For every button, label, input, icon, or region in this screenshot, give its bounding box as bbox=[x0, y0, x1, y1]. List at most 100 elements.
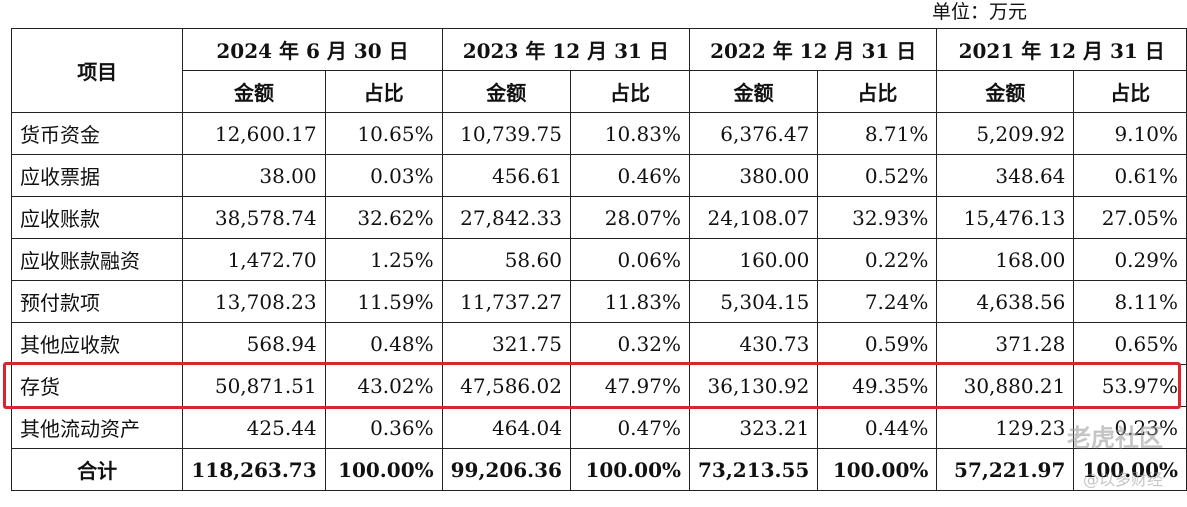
header-period: 2021 年 12 月 31 日 bbox=[936, 28, 1187, 71]
amount-cell: 38.00 bbox=[182, 154, 326, 197]
amount-cell: 348.64 bbox=[936, 154, 1075, 197]
table-row: 其他流动资产 425.44 0.36% 464.04 0.47% 323.21 0.44% 1… bbox=[10, 406, 1187, 449]
ratio-cell: 11.59% bbox=[324, 280, 443, 323]
ratio-cell: 100.00% bbox=[324, 448, 443, 491]
ratio-cell: 10.65% bbox=[324, 112, 443, 155]
amount-cell: 6,376.47 bbox=[688, 112, 819, 155]
header-row-columns: 金额 占比 金额 占比 金额 占比 金额 占比 bbox=[12, 70, 1187, 113]
ratio-cell: 27.05% bbox=[1073, 196, 1187, 239]
header-period: 2024 年 6 月 30 日 bbox=[182, 28, 443, 71]
ratio-cell: 0.36% bbox=[324, 406, 443, 449]
header-period: 2022 年 12 月 31 日 bbox=[688, 28, 938, 71]
amount-cell: 57,221.97 bbox=[936, 448, 1075, 491]
header-amount: 金额 bbox=[441, 70, 571, 113]
header-amount: 金额 bbox=[936, 70, 1075, 113]
table-row: 存货 50,871.51 43.02% 47,586.02 47.97% 36,130.9… bbox=[10, 364, 1187, 407]
amount-cell: 323.21 bbox=[688, 406, 819, 449]
amount-cell: 27,842.33 bbox=[441, 196, 571, 239]
row-label: 存货 bbox=[10, 364, 184, 407]
amount-cell: 1,472.70 bbox=[182, 238, 326, 281]
amount-cell: 160.00 bbox=[688, 238, 819, 281]
ratio-cell: 53.97% bbox=[1073, 364, 1187, 407]
amount-cell: 12,600.17 bbox=[182, 112, 326, 155]
watermark-text: 老虎社区 bbox=[1067, 424, 1163, 452]
current-assets-table: 项目 2024 年 6 月 30 日 2023 年 12 月 31 日 2022… bbox=[10, 28, 1187, 491]
row-label: 应收账款融资 bbox=[10, 238, 184, 281]
ratio-cell: 0.22% bbox=[817, 238, 938, 281]
table-row: 货币资金 12,600.17 10.65% 10,739.75 10.83% 6,376.… bbox=[10, 112, 1187, 155]
table-row: 预付款项 13,708.23 11.59% 11,737.27 11.83% 5,304.… bbox=[10, 280, 1187, 323]
amount-cell: 168.00 bbox=[936, 238, 1075, 281]
ratio-cell: 8.11% bbox=[1073, 280, 1187, 323]
amount-cell: 568.94 bbox=[182, 322, 326, 365]
unit-label: 单位：万元 bbox=[931, 1, 1027, 23]
ratio-cell: 47.97% bbox=[569, 364, 690, 407]
row-label: 其他流动资产 bbox=[10, 406, 184, 449]
amount-cell: 15,476.13 bbox=[936, 196, 1075, 239]
ratio-cell: 0.06% bbox=[569, 238, 690, 281]
row-label: 应收账款 bbox=[10, 196, 184, 239]
header-row-periods: 项目 2024 年 6 月 30 日 2023 年 12 月 31 日 2022… bbox=[10, 28, 1187, 113]
ratio-cell: 32.62% bbox=[324, 196, 443, 239]
amount-cell: 30,880.21 bbox=[936, 364, 1075, 407]
ratio-cell: 0.29% bbox=[1073, 238, 1187, 281]
amount-cell: 50,871.51 bbox=[182, 364, 326, 407]
amount-cell: 380.00 bbox=[688, 154, 819, 197]
header-amount: 金额 bbox=[182, 70, 326, 113]
amount-cell: 58.60 bbox=[441, 238, 571, 281]
ratio-cell: 100.00% bbox=[817, 448, 938, 491]
ratio-cell: 0.46% bbox=[569, 154, 690, 197]
ratio-cell: 1.25% bbox=[324, 238, 443, 281]
ratio-cell: 43.02% bbox=[324, 364, 443, 407]
amount-cell: 38,578.74 bbox=[182, 196, 326, 239]
ratio-cell: 0.65% bbox=[1073, 322, 1187, 365]
row-label: 其他应收款 bbox=[10, 322, 184, 365]
amount-cell: 5,209.92 bbox=[936, 112, 1075, 155]
amount-cell: 47,586.02 bbox=[441, 364, 571, 407]
amount-cell: 5,304.15 bbox=[688, 280, 819, 323]
amount-cell: 430.73 bbox=[688, 322, 819, 365]
amount-cell: 11,737.27 bbox=[441, 280, 571, 323]
header-period: 2023 年 12 月 31 日 bbox=[441, 28, 690, 71]
total-row: 合计 118,263.73 100.00% 99,206.36 100.00% 73,21… bbox=[10, 448, 1187, 491]
amount-cell: 321.75 bbox=[441, 322, 571, 365]
ratio-cell: 49.35% bbox=[817, 364, 938, 407]
row-label: 预付款项 bbox=[10, 280, 184, 323]
table-row: 应收账款 38,578.74 32.62% 27,842.33 28.07% 24,108… bbox=[10, 196, 1187, 239]
amount-cell: 464.04 bbox=[441, 406, 571, 449]
ratio-cell: 0.59% bbox=[817, 322, 938, 365]
row-label: 应收票据 bbox=[10, 154, 184, 197]
header-item: 项目 bbox=[10, 28, 184, 113]
ratio-cell: 28.07% bbox=[569, 196, 690, 239]
amount-cell: 371.28 bbox=[936, 322, 1075, 365]
ratio-cell: 100.00% bbox=[1073, 448, 1187, 491]
amount-cell: 129.23 bbox=[936, 406, 1075, 449]
ratio-cell: 11.83% bbox=[569, 280, 690, 323]
amount-cell: 24,108.07 bbox=[688, 196, 819, 239]
header-amount: 金额 bbox=[688, 70, 819, 113]
ratio-cell: 10.83% bbox=[569, 112, 690, 155]
ratio-cell: 9.10% bbox=[1073, 112, 1187, 155]
header-ratio: 占比 bbox=[817, 70, 938, 113]
amount-cell: 118,263.73 bbox=[182, 448, 326, 491]
ratio-cell: 0.52% bbox=[817, 154, 938, 197]
ratio-cell: 100.00% bbox=[569, 448, 690, 491]
amount-cell: 4,638.56 bbox=[936, 280, 1075, 323]
ratio-cell: 0.61% bbox=[1073, 154, 1187, 197]
amount-cell: 73,213.55 bbox=[688, 448, 819, 491]
ratio-cell: 32.93% bbox=[817, 196, 938, 239]
amount-cell: 425.44 bbox=[182, 406, 326, 449]
header-ratio: 占比 bbox=[569, 70, 690, 113]
amount-cell: 99,206.36 bbox=[441, 448, 571, 491]
header-ratio: 占比 bbox=[1073, 70, 1187, 113]
amount-cell: 36,130.92 bbox=[688, 364, 819, 407]
ratio-cell: 0.44% bbox=[817, 406, 938, 449]
watermark-source: @以多财经 bbox=[1082, 470, 1163, 489]
ratio-cell: 0.32% bbox=[569, 322, 690, 365]
table-row: 应收账款融资 1,472.70 1.25% 58.60 0.06% 160.00 0.22%… bbox=[10, 238, 1187, 281]
header-ratio: 占比 bbox=[324, 70, 443, 113]
row-label: 货币资金 bbox=[10, 112, 184, 155]
table-row: 应收票据 38.00 0.03% 456.61 0.46% 380.00 0.52% 348.… bbox=[10, 154, 1187, 197]
ratio-cell: 0.03% bbox=[324, 154, 443, 197]
ratio-cell: 0.23% bbox=[1073, 406, 1187, 449]
